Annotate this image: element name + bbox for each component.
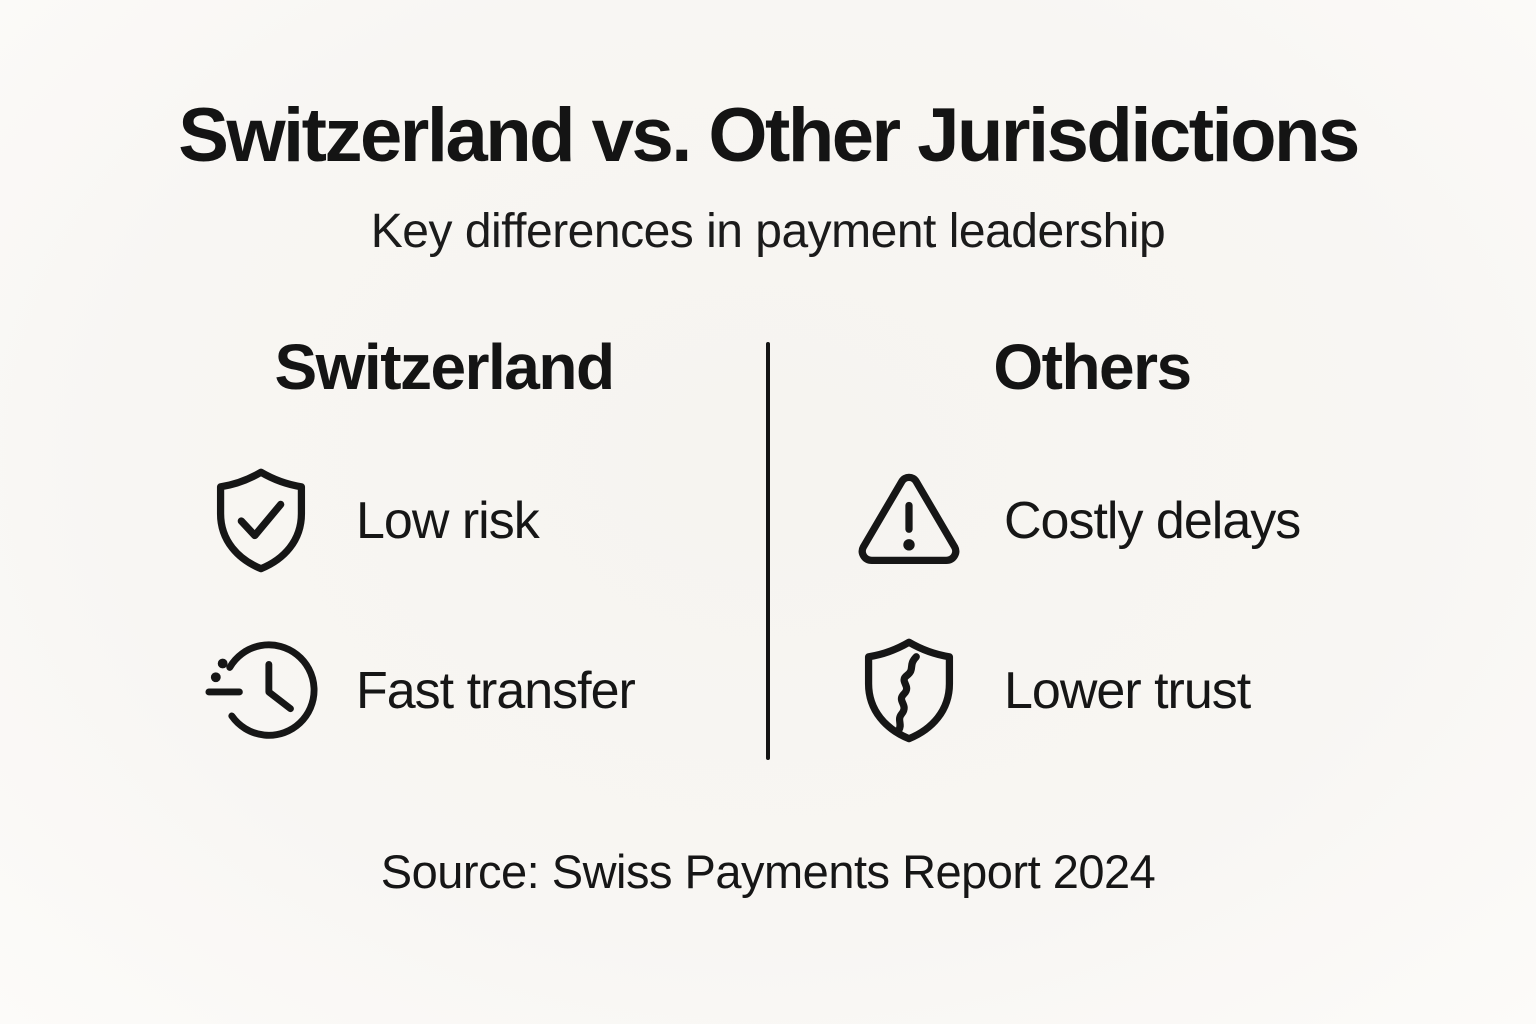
column-header-switzerland: Switzerland: [274, 331, 615, 403]
feature-row-costly-delays: Costly delays: [852, 464, 1332, 578]
source-attribution: Source: Swiss Payments Report 2024: [380, 845, 1156, 898]
shield-check-icon: [204, 464, 318, 578]
feature-label: Lower trust: [1004, 662, 1251, 720]
comparison-columns: Switzerland Low risk: [120, 330, 1416, 748]
column-switzerland: Switzerland Low risk: [120, 330, 768, 748]
page-subtitle: Key differences in payment leadership: [370, 205, 1166, 258]
page-title: Switzerland vs. Other Jurisdictions: [178, 93, 1360, 178]
feature-label: Costly delays: [1004, 492, 1301, 550]
warning-triangle-icon: [852, 464, 966, 578]
column-others: Others Costly delays: [768, 330, 1416, 748]
feature-row-lower-trust: Lower trust: [852, 634, 1332, 748]
column-header-others: Others: [993, 331, 1192, 403]
feature-list-others: Costly delays Lower trust: [852, 464, 1332, 748]
feature-label: Low risk: [356, 492, 540, 550]
column-divider: [766, 342, 770, 760]
cracked-shield-icon: [852, 634, 966, 748]
feature-list-switzerland: Low risk Fast transfer: [204, 464, 684, 748]
feature-row-low-risk: Low risk: [204, 464, 684, 578]
clock-fast-icon: [204, 634, 318, 748]
feature-label: Fast transfer: [356, 662, 636, 720]
feature-row-fast-transfer: Fast transfer: [204, 634, 684, 748]
